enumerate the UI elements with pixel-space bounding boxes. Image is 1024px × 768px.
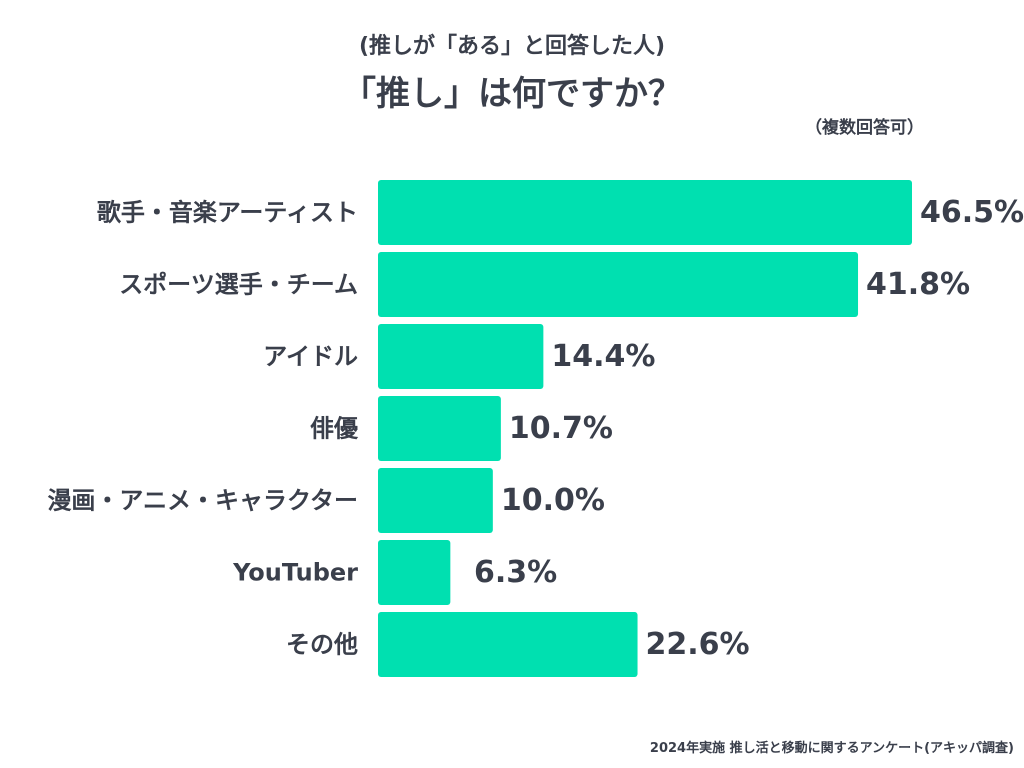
value-label: 46.5% (920, 195, 1024, 230)
bar (378, 180, 912, 245)
value-label: 10.0% (501, 483, 605, 518)
value-label: 6.3% (474, 555, 557, 590)
bar (378, 612, 638, 677)
category-label: YouTuber (232, 559, 358, 587)
source-note: 2024年実施 推し活と移動に関するアンケート(アキッパ調査) (649, 741, 1014, 756)
bar (378, 324, 544, 389)
category-label: 俳優 (310, 415, 359, 443)
category-label: アイドル (263, 343, 358, 371)
category-label: 漫画・アニメ・キャラクター (47, 487, 358, 515)
value-label: 14.4% (551, 339, 655, 374)
chart-title: 「推し」は何ですか？ (342, 74, 682, 114)
chart-subtitle: (推しが「ある」と回答した人) (358, 34, 666, 59)
bar (378, 396, 501, 461)
category-label: 歌手・音楽アーティスト (97, 199, 358, 227)
bar (378, 468, 493, 533)
bar (378, 540, 451, 605)
category-label: スポーツ選手・チーム (119, 271, 358, 299)
bar (378, 252, 859, 317)
category-label: その他 (286, 631, 358, 659)
value-label: 10.7% (509, 411, 613, 446)
value-label: 41.8% (866, 267, 970, 302)
multiple-answer-note: （複数回答可） (805, 118, 924, 138)
value-label: 22.6% (646, 627, 750, 662)
